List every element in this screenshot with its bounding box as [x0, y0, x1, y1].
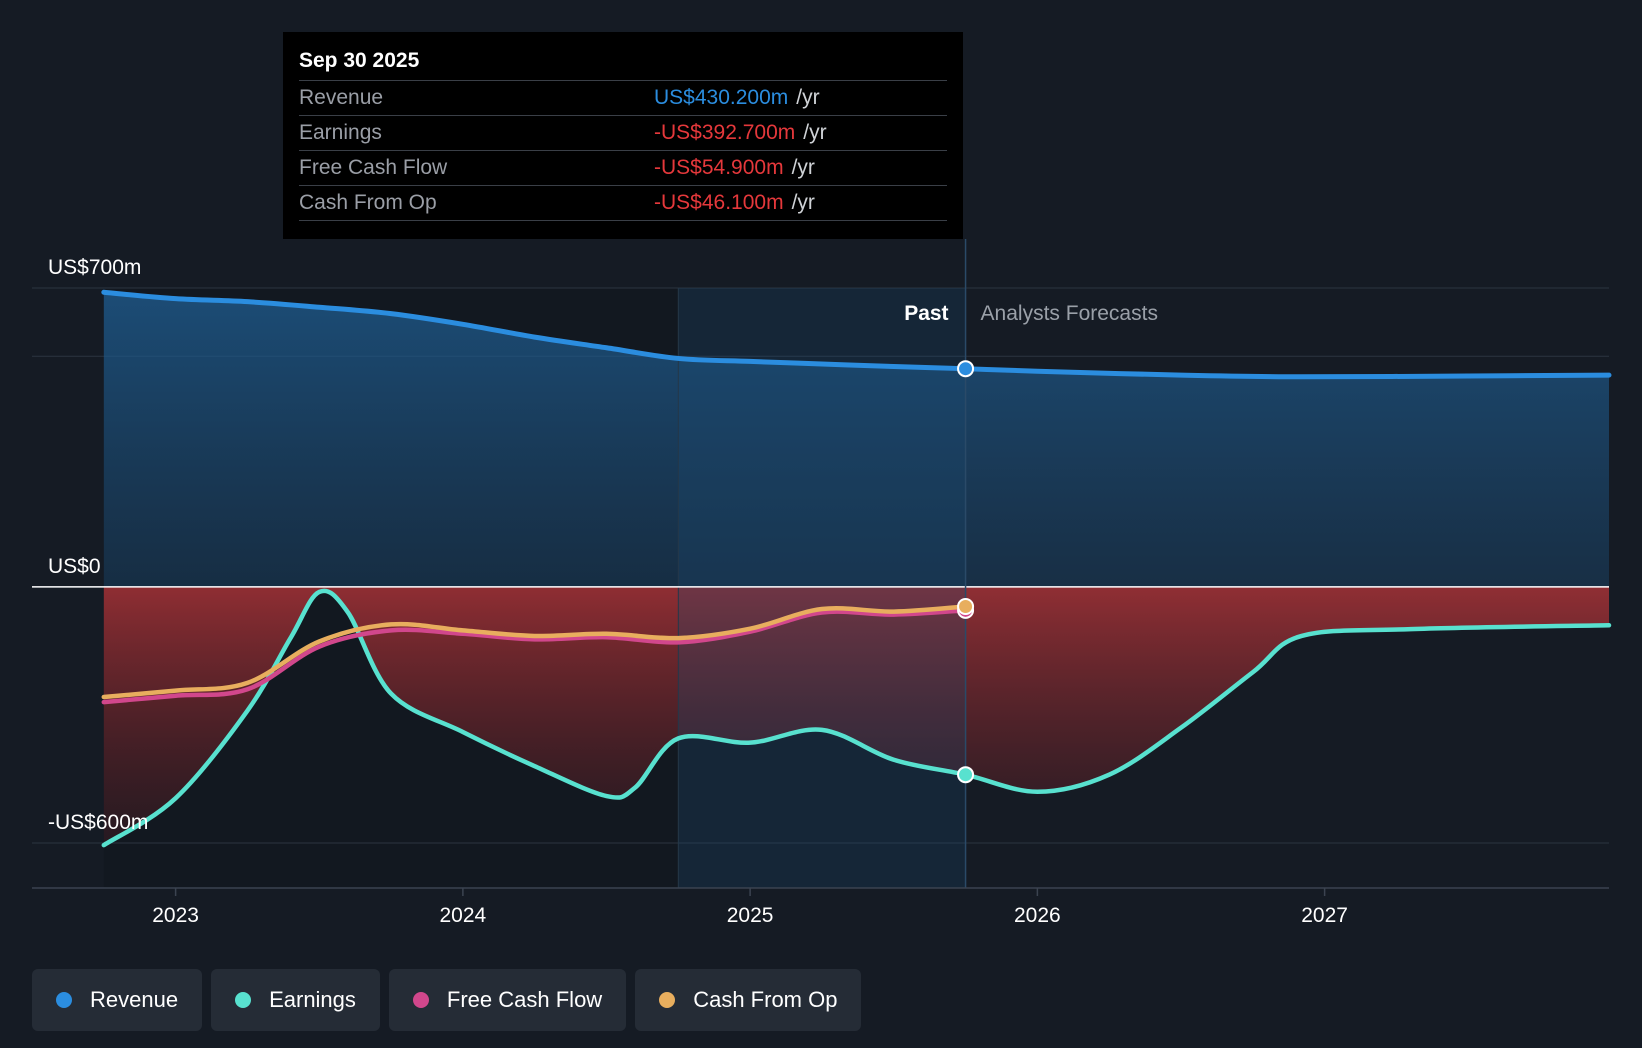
revenue-line [101, 289, 1612, 380]
tooltip-value: -US$392.700m [654, 121, 796, 144]
legend-item-cash-from-op[interactable]: Cash From Op [635, 969, 862, 1031]
chart: US$700m US$0 -US$600m 2023 2024 2025 2026 2027 P… [32, 239, 1612, 927]
x-tick-label: 2025 [727, 904, 774, 927]
legend-label: Cash From Op [693, 987, 838, 1012]
forecast-label: Analysts Forecasts [981, 302, 1158, 325]
x-tick-label: 2024 [440, 904, 487, 927]
x-tick-label: 2027 [1301, 904, 1348, 927]
tooltip-unit: /yr [796, 86, 820, 109]
tooltip-row-cash-from-op: Cash From Op -US$46.100m /yr [299, 185, 947, 221]
past-label: Past [904, 302, 948, 325]
highlight-region [678, 288, 966, 888]
legend-item-earnings[interactable]: Earnings [211, 969, 380, 1031]
legend-item-revenue[interactable]: Revenue [32, 969, 203, 1031]
tooltip-row-revenue: Revenue US$430.200m /yr [299, 80, 947, 115]
tooltip-unit: /yr [791, 156, 815, 179]
tooltip-label: Revenue [299, 86, 384, 109]
y-tick-label: US$700m [48, 256, 141, 279]
tooltip-unit: /yr [791, 191, 815, 214]
free-cash-flow-dot-icon [412, 992, 429, 1008]
cash-from-op-line [101, 604, 968, 700]
y-tick-label: -US$600m [48, 811, 148, 834]
tooltip-value: -US$46.100m [654, 191, 784, 214]
revenue-dot-icon [56, 992, 72, 1008]
free-cash-flow-line [101, 608, 968, 705]
x-tick-label: 2026 [1014, 904, 1061, 927]
legend-label: Revenue [90, 987, 179, 1012]
tooltip-date: Sep 30 2025 [299, 49, 420, 72]
legend-item-free-cash-flow[interactable]: Free Cash Flow [388, 969, 627, 1031]
legend-label: Free Cash Flow [446, 987, 603, 1012]
x-tick-label: 2023 [152, 904, 199, 927]
legend-label: Earnings [269, 987, 356, 1012]
cash-from-op-marker [957, 597, 975, 615]
earnings-line [101, 588, 1612, 848]
tooltip-row-free-cash-flow: Free Cash Flow -US$54.900m /yr [299, 150, 947, 185]
tooltip-row-earnings: Earnings -US$392.700m /yr [299, 115, 947, 150]
tooltip-label: Free Cash Flow [299, 156, 448, 179]
tooltip-label: Earnings [299, 121, 382, 144]
tooltip-unit: /yr [803, 121, 827, 144]
earnings-marker [957, 766, 975, 784]
tooltip-label: Cash From Op [299, 191, 437, 214]
earnings-area [103, 586, 1610, 846]
tooltip: Sep 30 2025 Revenue US$430.200m /yr Earn… [283, 32, 963, 239]
tooltip-value: US$430.200m [654, 86, 789, 109]
legend: Revenue Earnings Free Cash Flow Cash Fro… [32, 969, 862, 1031]
revenue-area [103, 292, 1610, 587]
cash-from-op-dot-icon [659, 992, 676, 1008]
earnings-dot-icon [235, 992, 252, 1008]
tooltip-value: -US$54.900m [654, 156, 784, 179]
revenue-marker [957, 360, 975, 378]
y-tick-label: US$0 [48, 555, 101, 578]
